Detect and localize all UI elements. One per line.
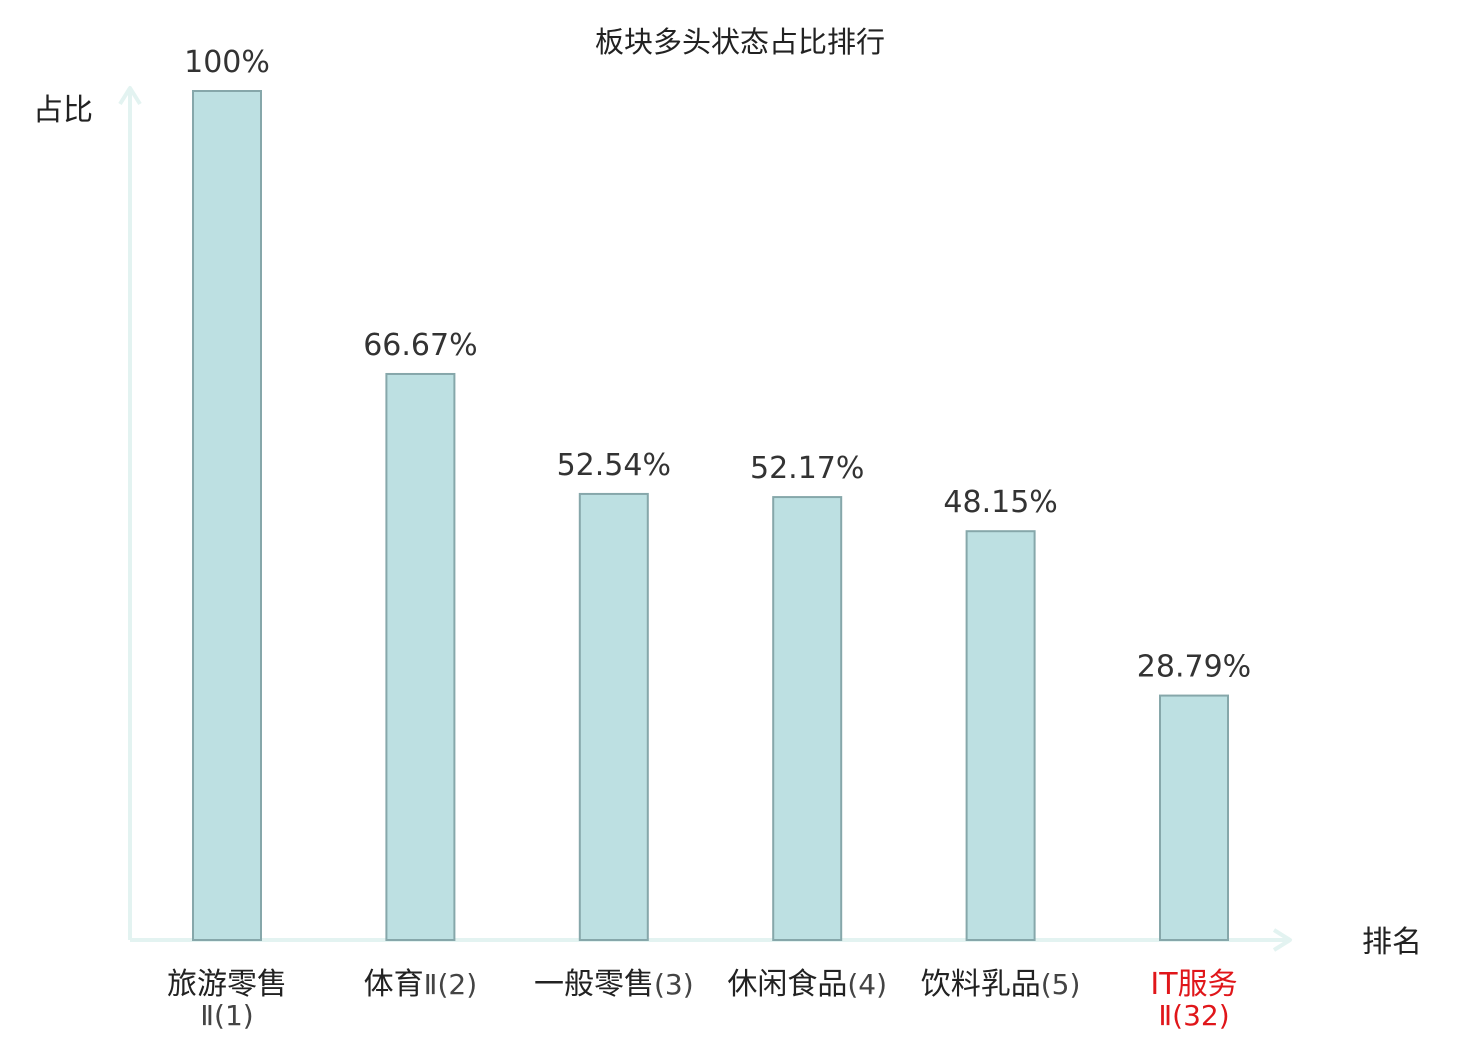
category-rank: (3) (654, 968, 694, 1001)
axes (118, 86, 1292, 952)
category-name: 体育 (364, 967, 424, 1002)
x-axis-arrow (1272, 928, 1292, 952)
bar (965, 530, 1036, 941)
bar (1159, 694, 1229, 941)
category-label: 休闲食品(4) (727, 967, 887, 1002)
category-label: 饮料乳品(5) (921, 967, 1081, 1002)
value-label: 100% (184, 45, 270, 80)
y-axis-arrow (118, 86, 142, 106)
category-label: 体育Ⅱ(2) (364, 967, 477, 1002)
category-rank: Ⅱ(2) (424, 968, 477, 1001)
value-label: 52.17% (750, 451, 864, 486)
bar (192, 90, 262, 941)
chart-title: 板块多头状态占比排行 (595, 25, 885, 59)
y-axis-label: 占比 (33, 93, 93, 128)
bar (772, 496, 843, 941)
category-name: 休闲食品 (727, 967, 847, 1002)
value-label: 66.67% (363, 328, 477, 363)
category-rank: (4) (847, 968, 887, 1001)
category-label: 一般零售(3) (534, 967, 694, 1002)
value-labels-group: 100% 66.67% 52.54% 52.17% 48.15% 28.79% (184, 45, 1251, 685)
bars-group (192, 90, 1229, 942)
bar (385, 372, 456, 942)
category-label: IT服务 (1150, 967, 1237, 1002)
value-label: 48.15% (943, 485, 1057, 520)
category-rank-label: Ⅱ(1) (200, 999, 253, 1032)
category-label: 旅游零售 (167, 967, 287, 1002)
x-axis-label: 排名 (1362, 925, 1422, 960)
bar (578, 492, 649, 941)
category-rank: (5) (1041, 968, 1081, 1001)
category-name: 一般零售 (534, 967, 654, 1002)
value-label: 28.79% (1137, 650, 1251, 685)
category-name: 饮料乳品 (921, 967, 1041, 1002)
category-rank-label: Ⅱ(32) (1158, 999, 1229, 1032)
value-label: 52.54% (557, 448, 671, 483)
